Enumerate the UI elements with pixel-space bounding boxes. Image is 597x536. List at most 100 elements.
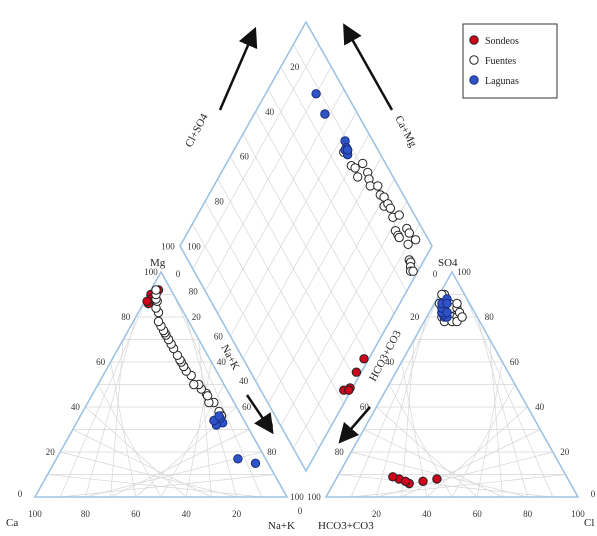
tick-label: 60 bbox=[214, 331, 224, 341]
tick-label: 20 bbox=[560, 447, 570, 457]
tick-label: 100 bbox=[144, 267, 158, 277]
data-point bbox=[457, 312, 467, 322]
label-na-k-bottom: Na+K bbox=[268, 520, 295, 532]
data-point bbox=[233, 454, 243, 464]
tick-label: 100 bbox=[571, 509, 585, 519]
data-point bbox=[388, 472, 398, 482]
data-point bbox=[404, 228, 414, 238]
tick-label: 80 bbox=[121, 312, 131, 322]
data-point bbox=[373, 181, 383, 191]
data-point bbox=[151, 285, 161, 295]
data-point bbox=[351, 367, 362, 377]
cation-triangle bbox=[33, 270, 289, 498]
data-point bbox=[400, 476, 411, 486]
tick-label: 40 bbox=[182, 509, 192, 519]
data-point bbox=[189, 379, 199, 390]
tick-label: 80 bbox=[267, 447, 277, 457]
tick-label: 80 bbox=[523, 509, 533, 519]
data-point bbox=[359, 354, 369, 364]
tick-label: 0 bbox=[298, 506, 303, 516]
tick-label: 60 bbox=[510, 357, 520, 367]
tick-label: 40 bbox=[385, 357, 395, 367]
vertex-labels: Ca Mg Na+K HCO3+CO3 SO4 Cl Cl+SO4 Ca+Mg … bbox=[6, 111, 594, 532]
tick-label: 40 bbox=[239, 376, 249, 386]
tick-label: 60 bbox=[242, 402, 252, 412]
grid-line bbox=[280, 66, 408, 292]
label-cl: Cl bbox=[584, 517, 594, 529]
data-point bbox=[452, 298, 462, 309]
arrow-na-k bbox=[245, 394, 274, 435]
grid-line bbox=[185, 361, 212, 498]
data-point bbox=[320, 109, 330, 119]
data-point bbox=[214, 411, 224, 421]
grid-line bbox=[476, 316, 528, 498]
data-point bbox=[342, 145, 353, 155]
tick-label: 40 bbox=[265, 107, 275, 117]
legend-label: Sondeos bbox=[485, 36, 519, 47]
tick-label: 80 bbox=[335, 447, 345, 457]
central-diamond bbox=[179, 20, 433, 473]
anion-triangle bbox=[324, 270, 580, 498]
label-hco3-diamond: HCO3+CO3 bbox=[367, 328, 404, 383]
data-point bbox=[250, 458, 261, 468]
data-point bbox=[442, 307, 452, 318]
tick-label: 20 bbox=[192, 312, 202, 322]
tick-label: 40 bbox=[535, 402, 545, 412]
tick-label: 100 bbox=[161, 242, 175, 252]
tick-label: 40 bbox=[217, 357, 227, 367]
tick-label: 80 bbox=[189, 286, 199, 296]
grid-line bbox=[489, 339, 503, 498]
legend-label: Fuentes bbox=[485, 56, 516, 67]
tick-label: 60 bbox=[131, 509, 141, 519]
tick-label: 100 bbox=[290, 492, 304, 502]
grid-line bbox=[464, 294, 554, 498]
tick-label: 40 bbox=[71, 402, 81, 412]
tick-label: 20 bbox=[410, 312, 420, 322]
arrow-cl-so4 bbox=[218, 26, 258, 111]
grid-line bbox=[451, 384, 516, 498]
label-mg: Mg bbox=[150, 257, 166, 269]
data-point bbox=[410, 235, 421, 245]
tick-label: 100 bbox=[187, 242, 201, 252]
data-point bbox=[344, 385, 354, 395]
data-point bbox=[153, 316, 164, 327]
data-point bbox=[385, 203, 396, 214]
data-point bbox=[394, 232, 404, 243]
data-point bbox=[408, 266, 418, 276]
grid-line bbox=[47, 474, 262, 498]
tick-label: 60 bbox=[240, 152, 250, 162]
tick-label: 60 bbox=[96, 357, 106, 367]
grid-line bbox=[185, 316, 237, 498]
grid-line bbox=[476, 361, 503, 498]
grid-line bbox=[192, 44, 319, 270]
grid-line bbox=[351, 451, 528, 498]
tick-label: 60 bbox=[473, 509, 483, 519]
grid-lines bbox=[47, 44, 566, 498]
diagram-frame bbox=[33, 20, 580, 498]
tick-label: 80 bbox=[81, 509, 91, 519]
direction-arrows bbox=[218, 23, 394, 444]
grid-line bbox=[217, 89, 345, 315]
data-point bbox=[418, 476, 428, 486]
tick-label: 80 bbox=[485, 312, 495, 322]
data-point bbox=[142, 296, 152, 306]
arrow-hco3 bbox=[338, 406, 371, 444]
grid-line bbox=[204, 66, 332, 292]
tick-label: 20 bbox=[46, 447, 56, 457]
arrow-ca-mg bbox=[343, 23, 394, 111]
legend-box bbox=[462, 23, 558, 99]
grid-line bbox=[60, 451, 237, 498]
tick-label: 100 bbox=[457, 267, 471, 277]
data-point bbox=[394, 210, 404, 220]
tick-label: 60 bbox=[360, 402, 370, 412]
label-so4: SO4 bbox=[438, 257, 458, 269]
label-ca-mg: Ca+Mg bbox=[392, 114, 419, 150]
data-point bbox=[358, 158, 368, 169]
grid-line bbox=[230, 111, 357, 337]
data-point bbox=[403, 239, 413, 250]
grid-line bbox=[85, 406, 187, 498]
data-point bbox=[311, 89, 321, 99]
grid-line bbox=[72, 429, 212, 498]
label-cl-so4: Cl+SO4 bbox=[183, 111, 211, 149]
